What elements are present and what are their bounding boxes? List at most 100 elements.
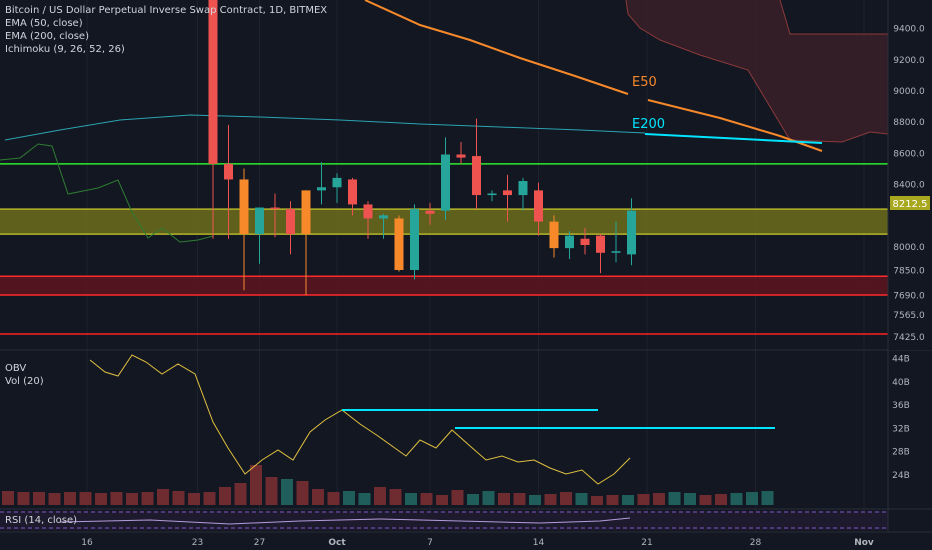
volume-bar: [17, 492, 30, 505]
volume-bar: [234, 483, 247, 505]
volume-bar: [405, 493, 417, 505]
candle-body: [596, 235, 605, 253]
ichimoku-legend[interactable]: Ichimoku (9, 26, 52, 26): [5, 44, 125, 55]
candle-body: [379, 215, 388, 219]
volume-bar: [637, 494, 650, 505]
volume-bar: [730, 493, 743, 505]
price-tick-label: 8800.0: [893, 118, 925, 128]
symbol-title[interactable]: Bitcoin / US Dollar Perpetual Inverse Sw…: [5, 5, 328, 16]
time-tick-label: 7: [427, 538, 433, 548]
ichimoku-lagging-span: [0, 143, 214, 243]
volume-bar: [110, 492, 123, 505]
volume-bar: [2, 491, 14, 505]
candles: [208, 0, 636, 295]
price-axis[interactable]: 9400.0 9200.0 9000.0 8800.0 8600.0 8400.0 8000…: [887, 0, 932, 532]
obv-axis[interactable]: 44B 40B 36B 32B 28B 24B: [892, 355, 910, 481]
obv-tick-label: 40B: [892, 378, 910, 388]
volume-bar: [343, 491, 355, 505]
ema200-line: [4, 114, 646, 141]
volume-bar: [296, 481, 309, 505]
rsi-legend-label[interactable]: RSI (14, close): [5, 515, 78, 526]
obv-tick-label: 44B: [892, 355, 910, 365]
last-price-box: [890, 196, 930, 210]
price-tick-label: 7690.0: [893, 291, 925, 301]
candle-body: [627, 210, 636, 255]
last-price-label: 8212.5: [893, 199, 928, 210]
volume-bar: [544, 494, 557, 505]
volume-bar: [513, 493, 526, 505]
volume-bar: [33, 492, 45, 505]
candle-body: [503, 190, 512, 196]
volume-bar: [668, 492, 681, 505]
time-tick-label: 23: [192, 538, 203, 548]
e200-annotation: E200: [632, 117, 665, 132]
volume-bar: [746, 492, 758, 505]
candle-body: [456, 154, 466, 158]
time-tick-label: Oct: [328, 538, 346, 548]
candle-body: [580, 238, 590, 246]
e50-annotation: E50: [632, 75, 657, 90]
volume-bar: [684, 493, 696, 505]
candle-body: [317, 187, 326, 191]
volume-bar: [203, 492, 216, 505]
price-tick-label: 9200.0: [893, 56, 925, 66]
volume-bar: [327, 492, 340, 505]
volume-bar: [529, 495, 541, 505]
volume-bar: [219, 487, 231, 505]
volume-bar: [141, 492, 154, 505]
time-axis-bg: [0, 532, 932, 550]
ema50-legend[interactable]: EMA (50, close): [5, 18, 83, 29]
candle-body: [301, 190, 311, 235]
volume-bar: [281, 479, 293, 505]
volume-bar: [157, 489, 169, 505]
main-legend: Bitcoin / US Dollar Perpetual Inverse Sw…: [5, 4, 327, 56]
volume-bar: [699, 495, 712, 505]
time-tick-label: Nov: [854, 538, 874, 548]
volume-bar: [575, 493, 588, 505]
rsi-panel: [0, 511, 888, 530]
price-tick-label: 9400.0: [893, 25, 925, 35]
ichimoku-cloud: [625, 0, 889, 143]
obv-legend-label[interactable]: OBV: [5, 363, 27, 374]
price-tick-label: 7425.0: [893, 333, 925, 343]
volume-bar: [436, 495, 448, 505]
e200-trendline: [644, 133, 823, 144]
time-tick-label: 16: [81, 538, 93, 548]
volume-bar: [358, 493, 371, 505]
volume-bar: [498, 493, 510, 505]
volume-bar: [467, 494, 479, 505]
candle-body: [534, 190, 543, 222]
volume-bar: [715, 494, 727, 505]
volume-bar: [172, 491, 185, 505]
volume-bar: [79, 492, 92, 505]
obv-line: [89, 354, 631, 485]
volume-bar: [761, 491, 774, 505]
candle-body: [611, 251, 621, 253]
volume-bar: [622, 495, 634, 505]
time-tick-label: 27: [254, 538, 265, 548]
price-tick-label: 9000.0: [893, 87, 925, 97]
volume-bar: [653, 493, 665, 505]
volume-bar: [48, 493, 61, 505]
volume-bar: [389, 489, 402, 505]
price-axis-bg: [888, 0, 932, 350]
volume-bar: [95, 493, 107, 505]
obv-tick-label: 24B: [892, 471, 910, 481]
support-yellow: [0, 209, 888, 235]
ema200-legend[interactable]: EMA (200, close): [5, 31, 89, 42]
obv-legend: OBV Vol (20): [5, 362, 44, 388]
rsi-legend: RSI (14, close): [5, 514, 77, 527]
time-tick-label: 28: [750, 538, 762, 548]
moving-averages: [4, 0, 823, 152]
last-price-tag: 8212.5: [890, 196, 930, 210]
cloud-upper-span: [779, 0, 888, 35]
ichimoku-lines: [0, 143, 214, 243]
time-axis[interactable]: 162327Oct7142128Nov5: [0, 531, 932, 550]
candle-body: [270, 207, 280, 210]
rsi-line: [59, 517, 631, 525]
candle-body: [208, 0, 218, 164]
vol-legend-label[interactable]: Vol (20): [5, 376, 44, 387]
volume-bar: [64, 492, 76, 505]
volume-bar: [374, 487, 386, 505]
